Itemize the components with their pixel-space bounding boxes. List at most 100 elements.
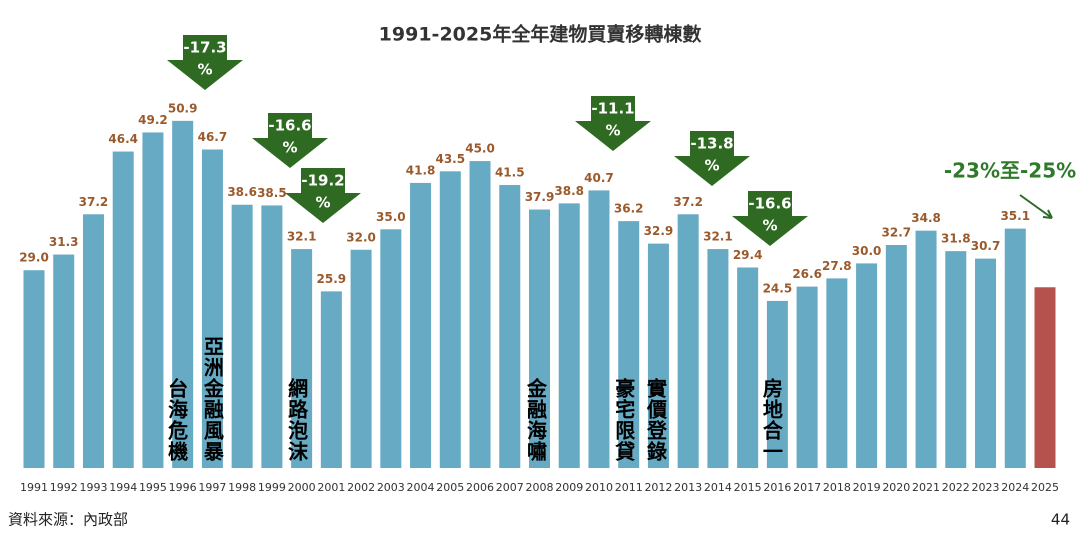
x-tick-label: 2005 [436, 481, 464, 494]
x-tick-label: 2025 [1031, 481, 1059, 494]
value-label: 38.6 [227, 185, 257, 199]
page-number: 44 [1051, 511, 1070, 529]
x-tick-label: 2009 [555, 481, 583, 494]
bar [261, 205, 283, 468]
value-label: 25.9 [317, 272, 347, 286]
bar [647, 243, 669, 468]
source: 資料來源：內政部 [8, 511, 128, 529]
bar [380, 229, 402, 468]
value-label: 46.7 [198, 130, 228, 144]
value-label: 46.4 [108, 132, 138, 146]
x-tick-label: 2012 [644, 481, 672, 494]
event-label: 實價登錄 [643, 378, 668, 462]
x-tick-label: 2022 [942, 481, 970, 494]
x-tick-label: 2014 [704, 481, 732, 494]
x-tick-label: 2018 [823, 481, 851, 494]
bar [1034, 287, 1056, 468]
event-label: 網路泡沫 [284, 378, 309, 462]
event-label: 台海危機 [164, 378, 189, 462]
value-label: 35.0 [376, 210, 406, 224]
change-arrow [674, 131, 750, 186]
chart-title: 1991-2025年全年建物買賣移轉棟數 [379, 23, 702, 46]
x-tick-label: 2024 [1001, 481, 1029, 494]
x-tick-label: 1991 [20, 481, 48, 494]
x-tick-label: 2004 [407, 481, 435, 494]
x-tick-label: 2016 [763, 481, 791, 494]
x-tick-label: 2007 [496, 481, 524, 494]
x-tick-label: 1999 [258, 481, 286, 494]
change-label: % [704, 157, 719, 175]
change-label: % [315, 194, 330, 212]
value-label: 32.9 [644, 224, 674, 238]
change-label: -17.3 [183, 39, 226, 57]
event-label: 豪宅限貸 [611, 378, 636, 462]
value-label: 31.8 [941, 232, 971, 246]
event-label: 亞洲金融風暴 [200, 336, 225, 462]
bar [350, 249, 372, 468]
value-label: 37.2 [79, 195, 109, 209]
change-label: % [197, 61, 212, 79]
change-label: % [605, 122, 620, 140]
event-label: 金融海嘯 [523, 378, 548, 462]
x-tick-label: 1994 [109, 481, 137, 494]
bar [320, 291, 342, 468]
forecast-note: -23%至-25% [944, 159, 1076, 183]
bar [82, 214, 104, 468]
value-label: 41.8 [406, 163, 436, 177]
x-tick-label: 2013 [674, 481, 702, 494]
x-tick-label: 2011 [615, 481, 643, 494]
bar [856, 263, 878, 468]
change-arrow [252, 113, 328, 168]
bar [201, 149, 223, 469]
value-label: 32.0 [346, 230, 376, 244]
bar [1004, 228, 1026, 468]
value-label: 30.7 [971, 239, 1001, 253]
value-label: 34.8 [911, 211, 941, 225]
bar [826, 278, 848, 468]
x-tick-label: 2023 [972, 481, 1000, 494]
change-arrow [285, 168, 361, 223]
x-tick-label: 2019 [853, 481, 881, 494]
bar [945, 251, 967, 468]
change-label: % [282, 139, 297, 157]
x-tick-label: 2015 [734, 481, 762, 494]
change-label: -16.6 [268, 117, 311, 135]
x-tick-label: 2010 [585, 481, 613, 494]
bar [975, 258, 997, 468]
x-tick-label: 2003 [377, 481, 405, 494]
bar [142, 132, 164, 468]
bar [410, 182, 432, 468]
x-tick-label: 2021 [912, 481, 940, 494]
event-label: 房地合一 [759, 378, 784, 462]
bar [469, 161, 491, 468]
value-label: 38.8 [554, 184, 584, 198]
bar [172, 120, 194, 468]
x-tick-label: 2020 [882, 481, 910, 494]
bar [291, 249, 313, 468]
x-tick-label: 1996 [169, 481, 197, 494]
x-tick-label: 2000 [288, 481, 316, 494]
x-tick-label: 2006 [466, 481, 494, 494]
x-tick-label: 2002 [347, 481, 375, 494]
value-label: 27.8 [822, 259, 852, 273]
value-label: 37.9 [525, 190, 555, 204]
x-tick-label: 1993 [79, 481, 107, 494]
change-label: % [762, 217, 777, 235]
x-tick-label: 1995 [139, 481, 167, 494]
value-label: 37.2 [673, 195, 703, 209]
x-tick-label: 2001 [317, 481, 345, 494]
value-label: 31.3 [49, 235, 79, 249]
change-arrow [732, 191, 808, 246]
x-tick-label: 1998 [228, 481, 256, 494]
value-label: 24.5 [763, 281, 793, 295]
bar [231, 204, 253, 469]
x-tick-label: 2017 [793, 481, 821, 494]
bar [499, 184, 521, 468]
bar [796, 286, 818, 468]
value-label: 38.5 [257, 186, 287, 200]
value-label: 35.1 [1000, 209, 1030, 223]
bar [885, 244, 907, 468]
bar [439, 171, 461, 468]
change-label: -11.1 [591, 100, 634, 118]
